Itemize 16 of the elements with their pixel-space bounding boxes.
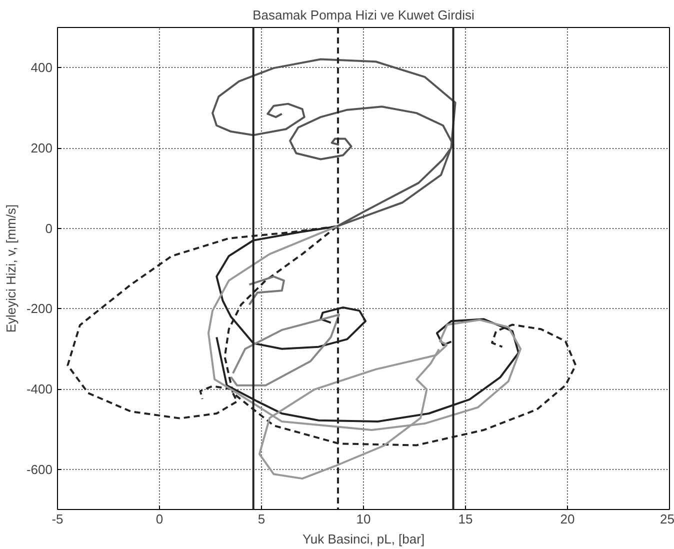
x-tick-label: 20	[560, 512, 575, 526]
x-tick-label: 5	[258, 512, 266, 526]
x-tick-label: 15	[458, 512, 473, 526]
y-tick-label: -200	[26, 301, 53, 316]
x-tick-label: 10	[356, 512, 371, 526]
y-tick-label: 200	[30, 140, 53, 156]
y-tick-label: 0	[45, 220, 53, 236]
y-axis-title: Eyleyici Hizi, v, [mm/s]	[3, 204, 18, 333]
chart-title: Basamak Pompa Hizi ve Kuwet Girdisi	[252, 8, 475, 22]
y-tick-label: -600	[26, 462, 53, 477]
x-axis-title: Yuk Basinci, pL, [bar]	[302, 532, 425, 546]
x-tick-label: -5	[52, 512, 64, 526]
y-tick-label: -400	[26, 382, 53, 396]
y-tick-label: 400	[30, 60, 53, 76]
x-tick-label: 25	[660, 512, 674, 526]
x-tick-label: 0	[156, 512, 164, 526]
